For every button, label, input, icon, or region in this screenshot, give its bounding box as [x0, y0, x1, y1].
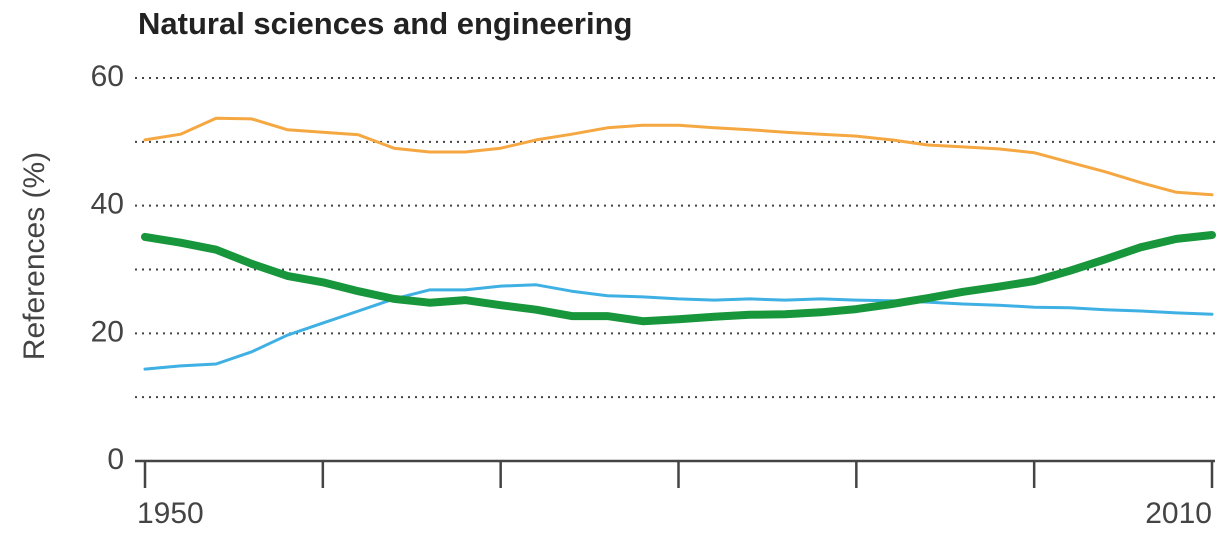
- y-tick-label: 60: [91, 60, 124, 93]
- series-line: [143, 116, 1214, 197]
- x-tick-label: 1950: [137, 497, 204, 530]
- y-tick-label: 0: [107, 443, 124, 476]
- series-line: [141, 231, 1216, 326]
- y-tick-label: 40: [91, 188, 124, 221]
- chart-title: Natural sciences and engineering: [138, 6, 632, 41]
- y-tick-label: 20: [91, 315, 124, 348]
- series-line: [143, 283, 1214, 371]
- x-tick-label: 2010: [1145, 497, 1212, 530]
- y-axis-label: References (%): [18, 152, 51, 360]
